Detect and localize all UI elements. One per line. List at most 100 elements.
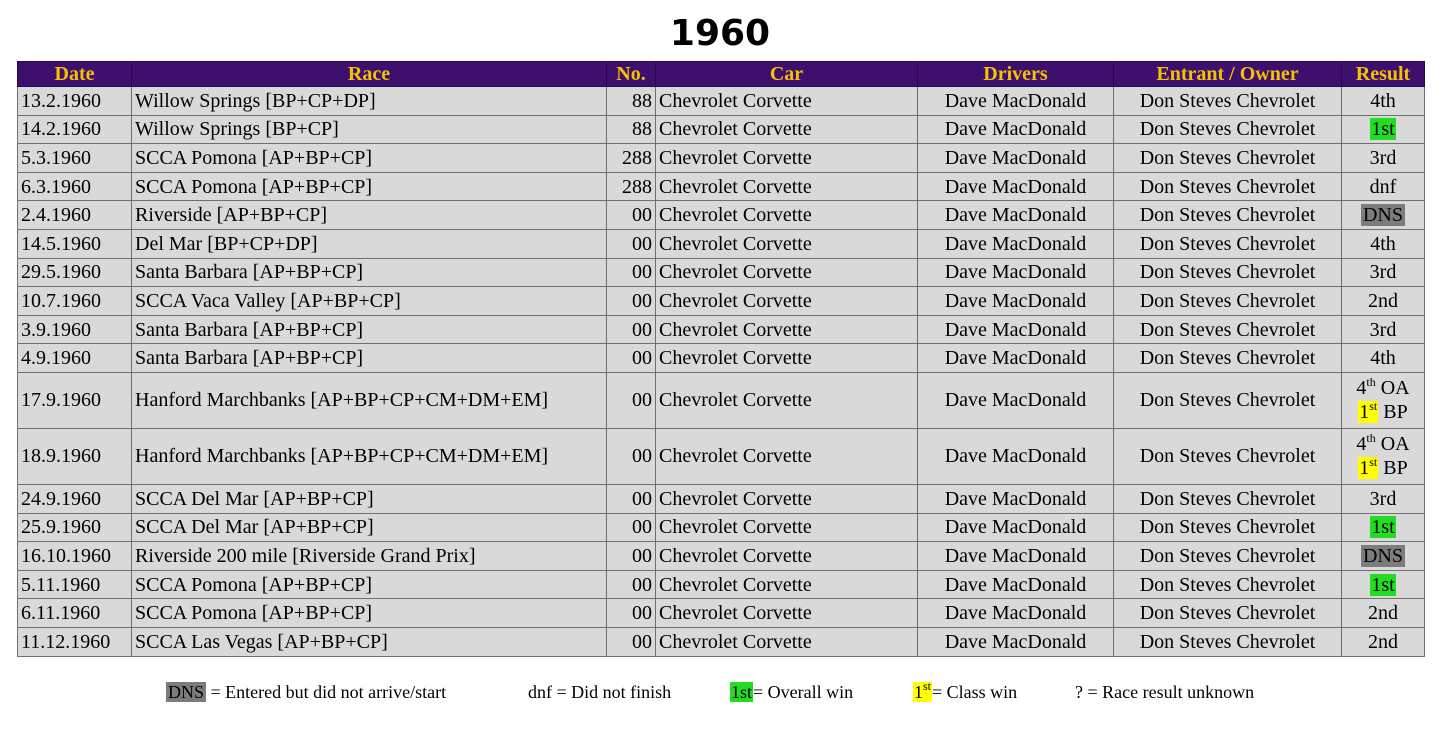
cell-date: 10.7.1960 <box>17 286 132 316</box>
cell-race: SCCA Vaca Valley [AP+BP+CP] <box>131 286 607 316</box>
cell-entrant: Don Steves Chevrolet <box>1113 371 1342 429</box>
cell-drivers: Dave MacDonald <box>917 228 1114 259</box>
cell-entrant: Don Steves Chevrolet <box>1113 626 1342 657</box>
cell-entrant: Don Steves Chevrolet <box>1113 86 1342 116</box>
legend-dnf: dnf = Did not finish <box>528 682 672 702</box>
cell-date: 2.4.1960 <box>17 200 132 230</box>
column-header-result: Result <box>1341 61 1425 87</box>
cell-drivers: Dave MacDonald <box>917 143 1114 173</box>
table-row: 25.9.1960 SCCA Del Mar [AP+BP+CP] 00 Chevro… <box>17 512 1425 543</box>
table-header-row: Date Race No. Car Drivers Entrant / Owne… <box>17 61 1425 87</box>
result-class: 1st BP <box>1345 400 1421 424</box>
table-row: 24.9.1960 SCCA Del Mar [AP+BP+CP] 00 Chevro… <box>17 483 1425 514</box>
cell-drivers: Dave MacDonald <box>917 626 1114 657</box>
cell-race: SCCA Del Mar [AP+BP+CP] <box>131 512 607 543</box>
cell-date: 11.12.1960 <box>17 626 132 657</box>
column-header-drivers: Drivers <box>917 61 1114 87</box>
result-overall-sup: th <box>1366 431 1376 446</box>
cell-car: Chevrolet Corvette <box>655 228 918 259</box>
cell-result: 1st <box>1341 512 1425 543</box>
cell-entrant: Don Steves Chevrolet <box>1113 171 1342 202</box>
cell-car: Chevrolet Corvette <box>655 114 918 145</box>
result-class-badge: 1st <box>1358 400 1379 424</box>
cell-race: Hanford Marchbanks [AP+BP+CP+CM+DM+EM] <box>131 371 607 429</box>
table-row: 4.9.1960 Santa Barbara [AP+BP+CP] 00 Chevro… <box>17 343 1425 373</box>
column-header-date: Date <box>17 61 132 87</box>
table-row: 14.5.1960 Del Mar [BP+CP+DP] 00 Chevrolet C… <box>17 228 1425 259</box>
cell-number: 00 <box>606 200 656 230</box>
cell-car: Chevrolet Corvette <box>655 143 918 173</box>
legend-overall-text: = Overall win <box>753 682 854 702</box>
result-overall: 4th OA <box>1345 432 1421 456</box>
cell-number: 00 <box>606 512 656 543</box>
cell-car: Chevrolet Corvette <box>655 541 918 571</box>
cell-number: 00 <box>606 343 656 373</box>
cell-entrant: Don Steves Chevrolet <box>1113 483 1342 514</box>
cell-date: 6.11.1960 <box>17 598 132 628</box>
cell-drivers: Dave MacDonald <box>917 371 1114 429</box>
cell-number: 88 <box>606 86 656 116</box>
result-badge: 3rd <box>1369 318 1397 341</box>
cell-drivers: Dave MacDonald <box>917 114 1114 145</box>
cell-car: Chevrolet Corvette <box>655 171 918 202</box>
table-row: 14.2.1960 Willow Springs [BP+CP] 88 Chevrol… <box>17 114 1425 145</box>
legend-class-key: 1st <box>913 680 933 702</box>
cell-date: 3.9.1960 <box>17 314 132 345</box>
cell-result: 3rd <box>1341 257 1425 288</box>
legend-dns-text: = Entered but did not arrive/start <box>210 682 447 702</box>
cell-number: 00 <box>606 541 656 571</box>
result-badge: 3rd <box>1369 487 1397 510</box>
column-header-race: Race <box>131 61 607 87</box>
cell-drivers: Dave MacDonald <box>917 483 1114 514</box>
cell-race: Hanford Marchbanks [AP+BP+CP+CM+DM+EM] <box>131 427 607 485</box>
legend-overall-win: 1st= Overall win <box>730 678 853 706</box>
cell-drivers: Dave MacDonald <box>917 286 1114 316</box>
cell-race: Riverside 200 mile [Riverside Grand Prix… <box>131 541 607 571</box>
result-overall-num: 4 <box>1356 433 1367 456</box>
table-row: 5.3.1960 SCCA Pomona [AP+BP+CP] 288 Chevrol… <box>17 143 1425 173</box>
cell-race: Santa Barbara [AP+BP+CP] <box>131 343 607 373</box>
cell-result: 1st <box>1341 569 1425 600</box>
cell-car: Chevrolet Corvette <box>655 286 918 316</box>
result-class-sup: st <box>1369 455 1378 470</box>
cell-result: dnf <box>1341 171 1425 202</box>
cell-result: 4th OA 1st BP <box>1341 427 1425 485</box>
cell-result: DNS <box>1341 541 1425 571</box>
column-header-number: No. <box>606 61 656 87</box>
result-overall-sup: th <box>1366 375 1376 390</box>
cell-number: 00 <box>606 371 656 429</box>
cell-date: 5.11.1960 <box>17 569 132 600</box>
cell-race: SCCA Pomona [AP+BP+CP] <box>131 569 607 600</box>
result-badge: DNS <box>1360 204 1405 227</box>
cell-race: SCCA Pomona [AP+BP+CP] <box>131 598 607 628</box>
cell-date: 24.9.1960 <box>17 483 132 514</box>
result-class: 1st BP <box>1345 456 1421 480</box>
result-badge: 4th <box>1370 347 1396 370</box>
cell-race: Santa Barbara [AP+BP+CP] <box>131 314 607 345</box>
cell-entrant: Don Steves Chevrolet <box>1113 343 1342 373</box>
result-badge: 2nd <box>1368 630 1398 653</box>
table-row: 6.3.1960 SCCA Pomona [AP+BP+CP] 288 Chevrol… <box>17 171 1425 202</box>
cell-entrant: Don Steves Chevrolet <box>1113 512 1342 543</box>
cell-result: 4th <box>1341 228 1425 259</box>
cell-result: 2nd <box>1341 286 1425 316</box>
cell-drivers: Dave MacDonald <box>917 314 1114 345</box>
table-row: 29.5.1960 Santa Barbara [AP+BP+CP] 00 Chevr… <box>17 257 1425 288</box>
cell-race: Del Mar [BP+CP+DP] <box>131 228 607 259</box>
legend: DNS = Entered but did not arrive/start d… <box>0 678 1440 706</box>
cell-number: 00 <box>606 314 656 345</box>
cell-race: Willow Springs [BP+CP+DP] <box>131 86 607 116</box>
cell-drivers: Dave MacDonald <box>917 200 1114 230</box>
result-badge: 1st <box>1370 573 1396 596</box>
cell-result: 1st <box>1341 114 1425 145</box>
cell-car: Chevrolet Corvette <box>655 200 918 230</box>
cell-number: 00 <box>606 427 656 485</box>
result-badge: 3rd <box>1369 261 1397 284</box>
cell-date: 16.10.1960 <box>17 541 132 571</box>
table-body: 13.2.1960 Willow Springs [BP+CP+DP] 88 Chev… <box>17 86 1425 657</box>
cell-result: 4th <box>1341 343 1425 373</box>
result-overall-text: OA <box>1380 433 1410 456</box>
cell-number: 00 <box>606 286 656 316</box>
cell-drivers: Dave MacDonald <box>917 86 1114 116</box>
cell-number: 00 <box>606 228 656 259</box>
